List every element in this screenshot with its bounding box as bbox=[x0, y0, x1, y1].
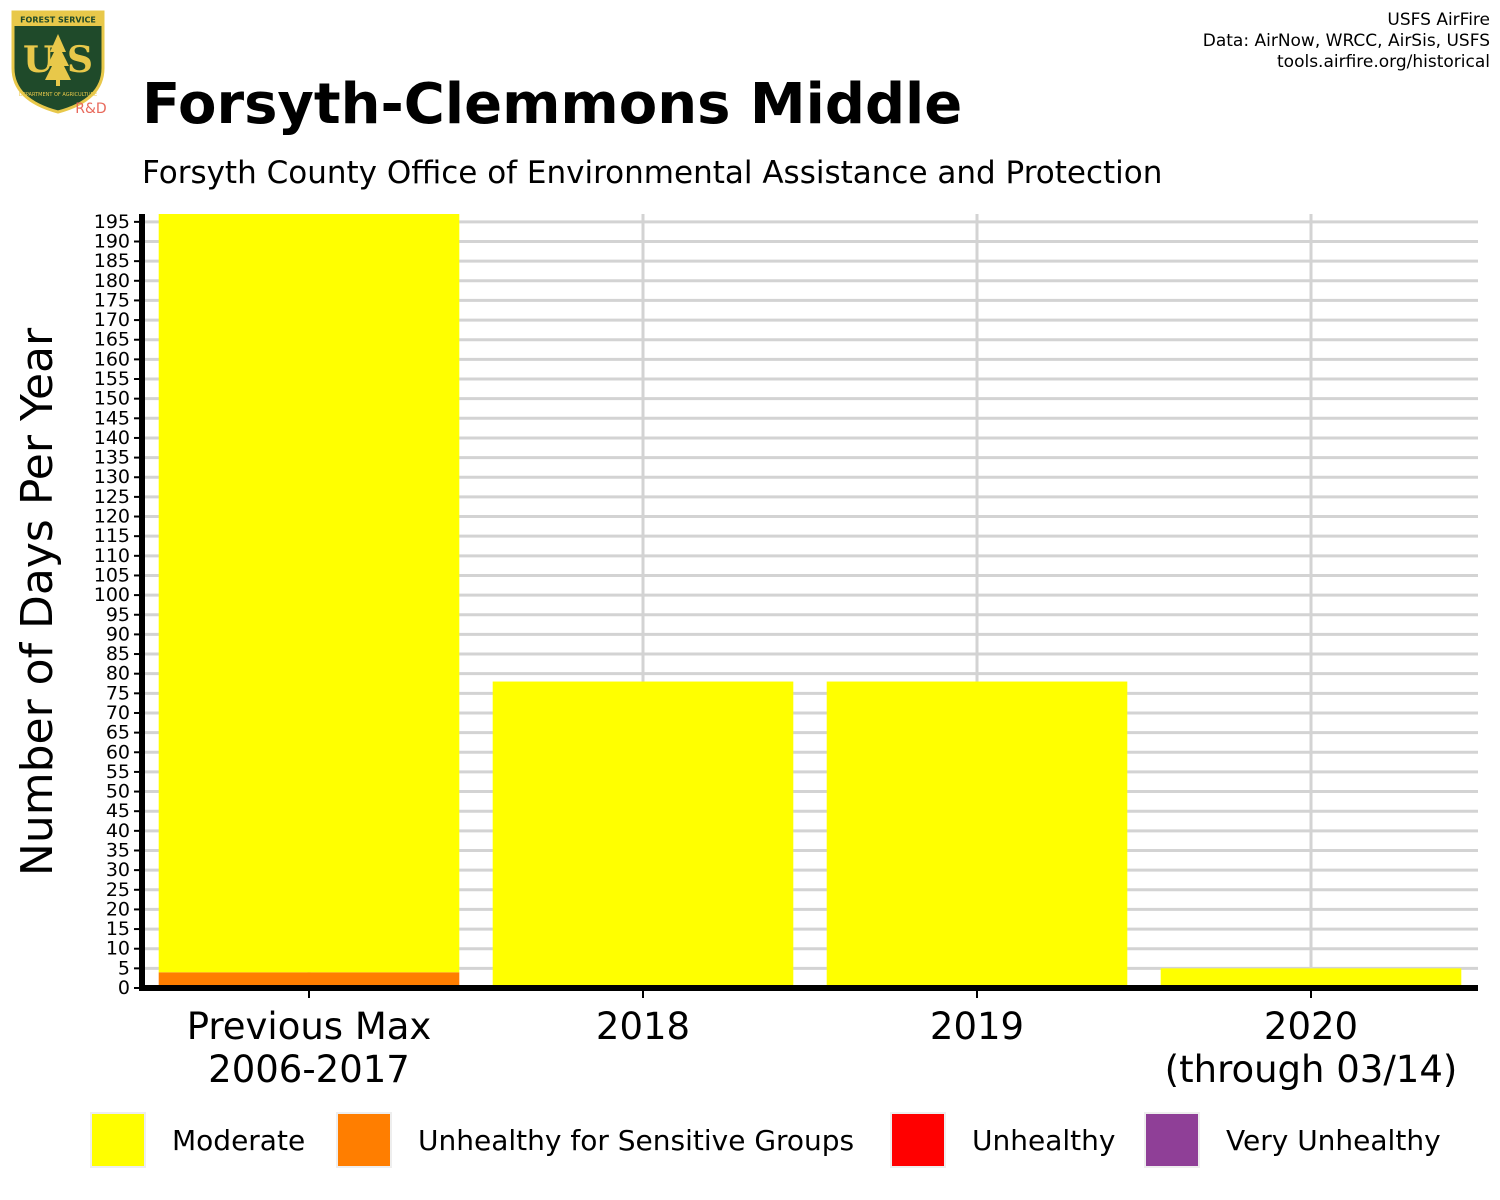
legend-swatch-usg bbox=[336, 1112, 392, 1168]
chart-subtitle: Forsyth County Office of Environmental A… bbox=[142, 155, 1163, 191]
y-tick-label: 130 bbox=[94, 466, 130, 488]
x-tick-label-line: (through 03/14) bbox=[1165, 1048, 1458, 1091]
credit-line-2: Data: AirNow, WRCC, AirSis, USFS bbox=[1202, 31, 1490, 51]
axes bbox=[134, 214, 1478, 998]
credit-line-3: tools.airfire.org/historical bbox=[1277, 52, 1490, 72]
x-tick-label-line: 2006-2017 bbox=[208, 1048, 410, 1091]
legend-label-moderate: Moderate bbox=[172, 1123, 306, 1157]
legend-item-usg: Unhealthy for Sensitive Groups bbox=[336, 1110, 854, 1170]
x-tick-label: 2018 bbox=[596, 1005, 690, 1048]
legend-item-very-unhealthy: Very Unhealthy bbox=[1144, 1110, 1441, 1170]
x-tick-label-line: 2019 bbox=[930, 1005, 1024, 1048]
y-tick-label: 65 bbox=[106, 722, 130, 744]
bar-segment bbox=[826, 681, 1128, 988]
tree-icon bbox=[45, 34, 71, 80]
y-tick-label: 20 bbox=[106, 898, 130, 920]
y-tick-label: 80 bbox=[106, 663, 130, 685]
y-tick-label: 190 bbox=[94, 231, 130, 253]
y-tick-label: 40 bbox=[106, 820, 130, 842]
y-tick-label: 45 bbox=[106, 800, 130, 822]
x-tick-label-line: 2018 bbox=[596, 1005, 690, 1048]
y-tick-label: 15 bbox=[106, 918, 130, 940]
x-tick-label: Previous Max 2006-2017 bbox=[187, 1005, 432, 1091]
legend-swatch-moderate bbox=[90, 1112, 146, 1168]
y-tick-label: 100 bbox=[94, 584, 130, 606]
y-tick-labels: 0510152025303540455055606570758085909510… bbox=[94, 211, 130, 999]
y-tick-label: 70 bbox=[106, 702, 130, 724]
y-tick-label: 175 bbox=[94, 289, 130, 311]
y-tick-label: 85 bbox=[106, 643, 130, 665]
y-tick-label: 0 bbox=[118, 977, 130, 999]
y-tick-label: 170 bbox=[94, 309, 130, 331]
y-tick-label: 125 bbox=[94, 486, 130, 508]
y-tick-label: 60 bbox=[106, 741, 130, 763]
y-tick-label: 135 bbox=[94, 447, 130, 469]
x-tick-label: 2019 bbox=[930, 1005, 1024, 1048]
logo-badge-text: FOREST SERVICE bbox=[20, 16, 96, 25]
y-axis-label: Number of Days Per Year bbox=[12, 327, 63, 876]
logo-dept-text: DEPARTMENT OF AGRICULTURE bbox=[19, 92, 97, 98]
usfs-logo: FOREST SERVICE U S DEPARTMENT OF AGRICUL… bbox=[11, 10, 107, 116]
y-tick-label: 35 bbox=[106, 839, 130, 861]
bar-segment bbox=[492, 681, 794, 988]
shield-band bbox=[13, 12, 103, 26]
bars bbox=[158, 214, 1462, 988]
bar-segment bbox=[158, 214, 460, 973]
y-tick-label: 75 bbox=[106, 682, 130, 704]
y-tick-label: 155 bbox=[94, 368, 130, 390]
y-tick-label: 110 bbox=[94, 545, 130, 567]
y-tick-label: 150 bbox=[94, 388, 130, 410]
chart-title: Forsyth-Clemmons Middle bbox=[142, 72, 963, 137]
y-tick-label: 50 bbox=[106, 781, 130, 803]
legend-item-unhealthy: Unhealthy bbox=[890, 1110, 1115, 1170]
x-tick-label-line: Previous Max bbox=[187, 1005, 432, 1048]
legend-swatch-very-unhealthy bbox=[1144, 1112, 1200, 1168]
y-tick-label: 165 bbox=[94, 329, 130, 351]
credit-line-1: USFS AirFire bbox=[1387, 10, 1490, 30]
tree-trunk bbox=[56, 80, 60, 86]
x-tick-labels: Previous Max 2006-2017 2018 2019 2020 (throug… bbox=[187, 1005, 1458, 1091]
legend-item-moderate: Moderate bbox=[90, 1110, 305, 1170]
y-tick-label: 185 bbox=[94, 250, 130, 272]
legend-label-unhealthy: Unhealthy bbox=[972, 1123, 1116, 1157]
x-tick-label-line: 2020 bbox=[1264, 1005, 1358, 1048]
y-tick-label: 10 bbox=[106, 938, 130, 960]
y-tick-label: 180 bbox=[94, 270, 130, 292]
bar-chart: 0510152025303540455055606570758085909510… bbox=[12, 211, 1478, 1091]
y-tick-label: 90 bbox=[106, 623, 130, 645]
y-tick-label: 105 bbox=[94, 564, 130, 586]
y-tick-label: 160 bbox=[94, 348, 130, 370]
x-tick-label: 2020 (through 03/14) bbox=[1165, 1005, 1458, 1091]
credits: USFS AirFire Data: AirNow, WRCC, AirSis,… bbox=[1203, 10, 1490, 73]
y-tick-label: 120 bbox=[94, 506, 130, 528]
y-tick-label: 5 bbox=[118, 957, 130, 979]
y-tick-label: 145 bbox=[94, 407, 130, 429]
y-tick-label: 140 bbox=[94, 427, 130, 449]
legend-label-usg: Unhealthy for Sensitive Groups bbox=[418, 1123, 855, 1157]
bar-segment bbox=[158, 972, 460, 988]
y-tick-label: 195 bbox=[94, 211, 130, 233]
logo-rd-label: R&D bbox=[75, 101, 106, 116]
legend-label-very-unhealthy: Very Unhealthy bbox=[1226, 1123, 1441, 1157]
bar-segment bbox=[1160, 968, 1462, 988]
y-tick-label: 25 bbox=[106, 879, 130, 901]
y-tick-label: 115 bbox=[94, 525, 130, 547]
y-tick-label: 95 bbox=[106, 604, 130, 626]
legend: Moderate Unhealthy for Sensitive Groups … bbox=[90, 1110, 1470, 1170]
legend-swatch-unhealthy bbox=[890, 1112, 946, 1168]
y-tick-label: 30 bbox=[106, 859, 130, 881]
y-tick-label: 55 bbox=[106, 761, 130, 783]
